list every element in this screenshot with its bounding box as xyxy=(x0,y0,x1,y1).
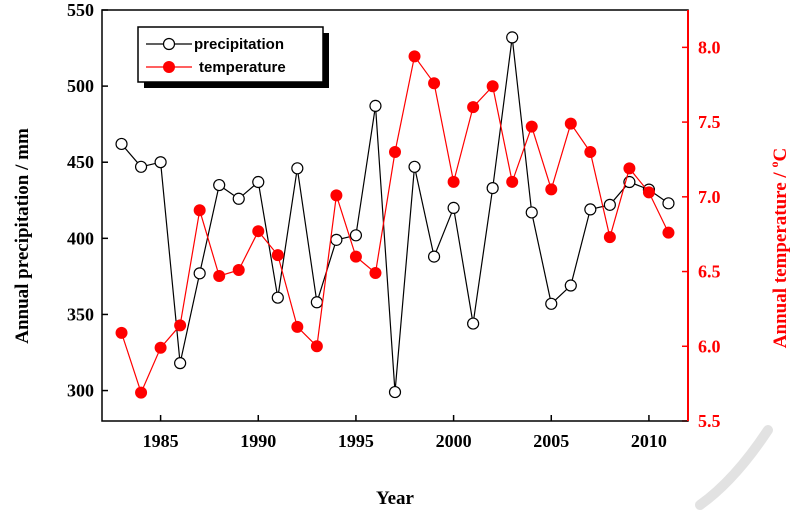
right-axis-title-unit: C xyxy=(770,148,791,162)
precipitation-point xyxy=(174,357,187,370)
series-layer xyxy=(115,31,675,399)
precipitation-point xyxy=(447,201,460,214)
temperature-point xyxy=(642,186,655,199)
right-y-tick-label: 7.0 xyxy=(698,187,721,207)
precipitation-point xyxy=(134,160,148,173)
right-y-tick-label: 7.5 xyxy=(698,112,721,132)
precipitation-point xyxy=(564,279,577,292)
temperature-point xyxy=(193,204,206,217)
temperature-point xyxy=(408,50,421,63)
temperature-point xyxy=(662,226,675,239)
temperature-point xyxy=(447,175,460,188)
precipitation-point xyxy=(115,137,128,151)
legend: precipitation temperature xyxy=(137,26,329,88)
legend-precipitation-label: precipitation xyxy=(194,36,284,53)
x-tick-label: 1990 xyxy=(240,431,276,451)
precipitation-point xyxy=(154,156,167,169)
temperature-point xyxy=(564,117,577,130)
precipitation-point xyxy=(584,203,597,216)
right-y-tick-label: 6.5 xyxy=(698,262,721,282)
legend-precipitation-marker xyxy=(162,37,176,51)
temperature-point xyxy=(135,386,148,399)
temperature-point xyxy=(213,270,226,283)
precipitation-point xyxy=(427,250,441,263)
legend-temperature-marker xyxy=(163,61,175,73)
temperature-point xyxy=(174,319,187,332)
precipitation-point xyxy=(603,198,616,211)
temperature-point xyxy=(545,183,558,196)
left-y-tick-label: 550 xyxy=(67,0,94,20)
temperature-point xyxy=(389,145,401,158)
watermark-arc xyxy=(695,425,773,510)
precipitation-point xyxy=(369,99,382,113)
precipitation-point xyxy=(545,297,558,310)
precipitation-point xyxy=(662,197,675,210)
x-tick-label: 2005 xyxy=(533,431,569,451)
right-y-tick-label: 8.0 xyxy=(698,37,721,57)
precipitation-point xyxy=(330,233,343,246)
precipitation-point xyxy=(349,229,363,242)
temperature-point xyxy=(291,320,304,333)
right-y-ticks: 5.5 6.0 6.5 7.0 7.5 8.0 xyxy=(682,37,721,431)
temperature-point xyxy=(115,326,128,339)
precipitation-point xyxy=(525,206,538,219)
precipitation-point xyxy=(213,178,226,192)
right-axis-title-main: Annual temperature / xyxy=(770,168,791,349)
temperature-point xyxy=(271,249,284,262)
temperature-point xyxy=(310,340,323,353)
precipitation-point xyxy=(252,175,265,189)
left-y-tick-label: 300 xyxy=(67,381,94,401)
temperature-point xyxy=(525,120,538,133)
temperature-point xyxy=(623,162,636,175)
precipitation-point xyxy=(388,385,402,399)
temperature-point xyxy=(603,231,616,244)
left-y-tick-label: 350 xyxy=(67,304,94,324)
precipitation-point xyxy=(271,291,284,304)
precipitation-point xyxy=(232,192,245,205)
x-tick-label: 1985 xyxy=(143,431,179,451)
temperature-point xyxy=(428,77,441,90)
left-y-tick-label: 400 xyxy=(67,228,94,248)
temperature-point xyxy=(584,145,597,158)
temperature-point xyxy=(330,189,343,202)
temperature-point xyxy=(349,250,362,263)
left-y-tick-label: 450 xyxy=(67,152,94,172)
x-ticks: 1985 1990 1995 2000 2005 2010 xyxy=(143,415,667,451)
temperature-point xyxy=(232,264,245,277)
x-tick-label: 1995 xyxy=(338,431,374,451)
precipitation-point xyxy=(408,160,421,173)
right-axis-title-sup: o xyxy=(767,162,781,168)
right-axis-title: Annual temperature / oC xyxy=(767,148,791,348)
temperature-point xyxy=(486,80,499,93)
temperature-point xyxy=(506,175,519,188)
temperature-point xyxy=(154,341,167,354)
temperature-point xyxy=(369,267,382,280)
precipitation-point xyxy=(310,296,323,309)
precipitation-point xyxy=(467,317,480,330)
x-axis-title: Year xyxy=(376,488,415,509)
temperature-point xyxy=(252,225,265,238)
left-y-tick-label: 500 xyxy=(67,76,94,96)
left-y-ticks: 300 350 400 450 500 550 xyxy=(67,0,108,401)
x-tick-label: 2010 xyxy=(631,431,667,451)
precipitation-point xyxy=(193,267,206,280)
x-tick-label: 2000 xyxy=(436,431,472,451)
temperature-point xyxy=(467,101,480,114)
precipitation-point xyxy=(486,182,499,195)
left-axis-title: Annual precipitation / mm xyxy=(12,128,33,344)
legend-temperature-label: temperature xyxy=(199,59,286,76)
right-y-tick-label: 5.5 xyxy=(698,411,721,431)
precipitation-point xyxy=(291,162,304,175)
right-y-tick-label: 6.0 xyxy=(698,336,721,356)
precipitation-point xyxy=(506,31,519,44)
